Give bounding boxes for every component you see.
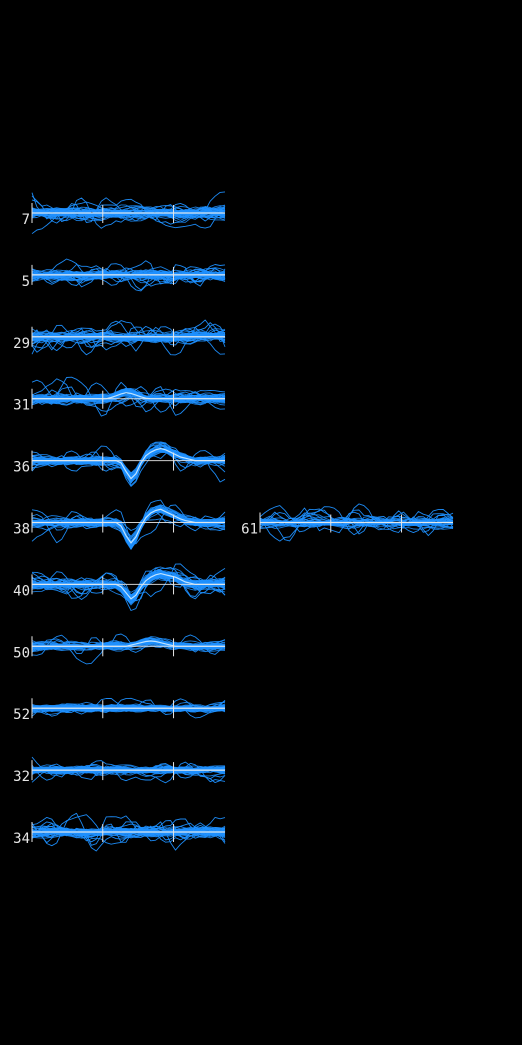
waveform-trace	[31, 324, 226, 352]
channel-panel-40: 40	[13, 563, 226, 611]
waveform-trace	[31, 389, 226, 406]
waveform-trace	[31, 828, 226, 836]
channel-panel-38: 38	[13, 499, 226, 550]
waveform-trace	[31, 328, 226, 343]
waveform-trace	[259, 518, 454, 528]
channel-label: 34	[13, 831, 30, 847]
waveform-trace	[31, 574, 226, 597]
channel-panel-29: 29	[13, 319, 226, 356]
waveform-trace	[31, 766, 226, 775]
channel-panel-34: 34	[13, 812, 226, 852]
waveform-trace	[259, 508, 454, 542]
channel-label: 29	[13, 336, 30, 352]
channel-label: 32	[13, 769, 30, 785]
channel-panel-61: 61	[241, 503, 454, 542]
waveform-trace	[31, 827, 226, 837]
waveform-trace	[31, 207, 226, 220]
waveform-trace	[31, 828, 226, 839]
waveform-trace	[31, 511, 226, 537]
channel-label: 52	[13, 707, 30, 723]
waveform-trace	[259, 517, 454, 529]
waveform-trace	[32, 812, 226, 847]
channel-label: 31	[13, 398, 30, 414]
waveform-trace	[31, 826, 226, 839]
waveform-trace	[31, 391, 226, 402]
waveform-trace	[31, 390, 226, 405]
channel-panel-5: 5	[22, 258, 226, 292]
waveform-trace	[32, 205, 226, 219]
channel-panel-36: 36	[13, 441, 226, 487]
channel-panel-32: 32	[13, 756, 226, 785]
channel-label: 36	[13, 460, 30, 476]
channel-panel-50: 50	[13, 633, 226, 665]
channel-panel-7: 7	[22, 191, 226, 235]
channel-panel-52: 52	[13, 697, 226, 723]
waveform-trace	[259, 515, 454, 530]
waveform-trace	[31, 206, 226, 222]
waveform-trace	[31, 269, 225, 282]
waveform-trace	[31, 827, 226, 837]
waveform-trace	[31, 269, 226, 282]
channel-label: 7	[22, 212, 30, 228]
waveform-trace	[31, 639, 226, 651]
channel-panel-31: 31	[13, 376, 226, 417]
waveform-trace	[31, 766, 226, 774]
channel-label: 38	[13, 522, 30, 538]
channel-label: 5	[22, 274, 30, 290]
channel-label: 50	[13, 645, 30, 661]
waveform-trace	[31, 814, 226, 851]
waveform-trace	[31, 765, 226, 774]
waveform-trace	[31, 444, 226, 483]
channel-label: 61	[241, 522, 258, 538]
channel-label: 40	[13, 583, 30, 599]
